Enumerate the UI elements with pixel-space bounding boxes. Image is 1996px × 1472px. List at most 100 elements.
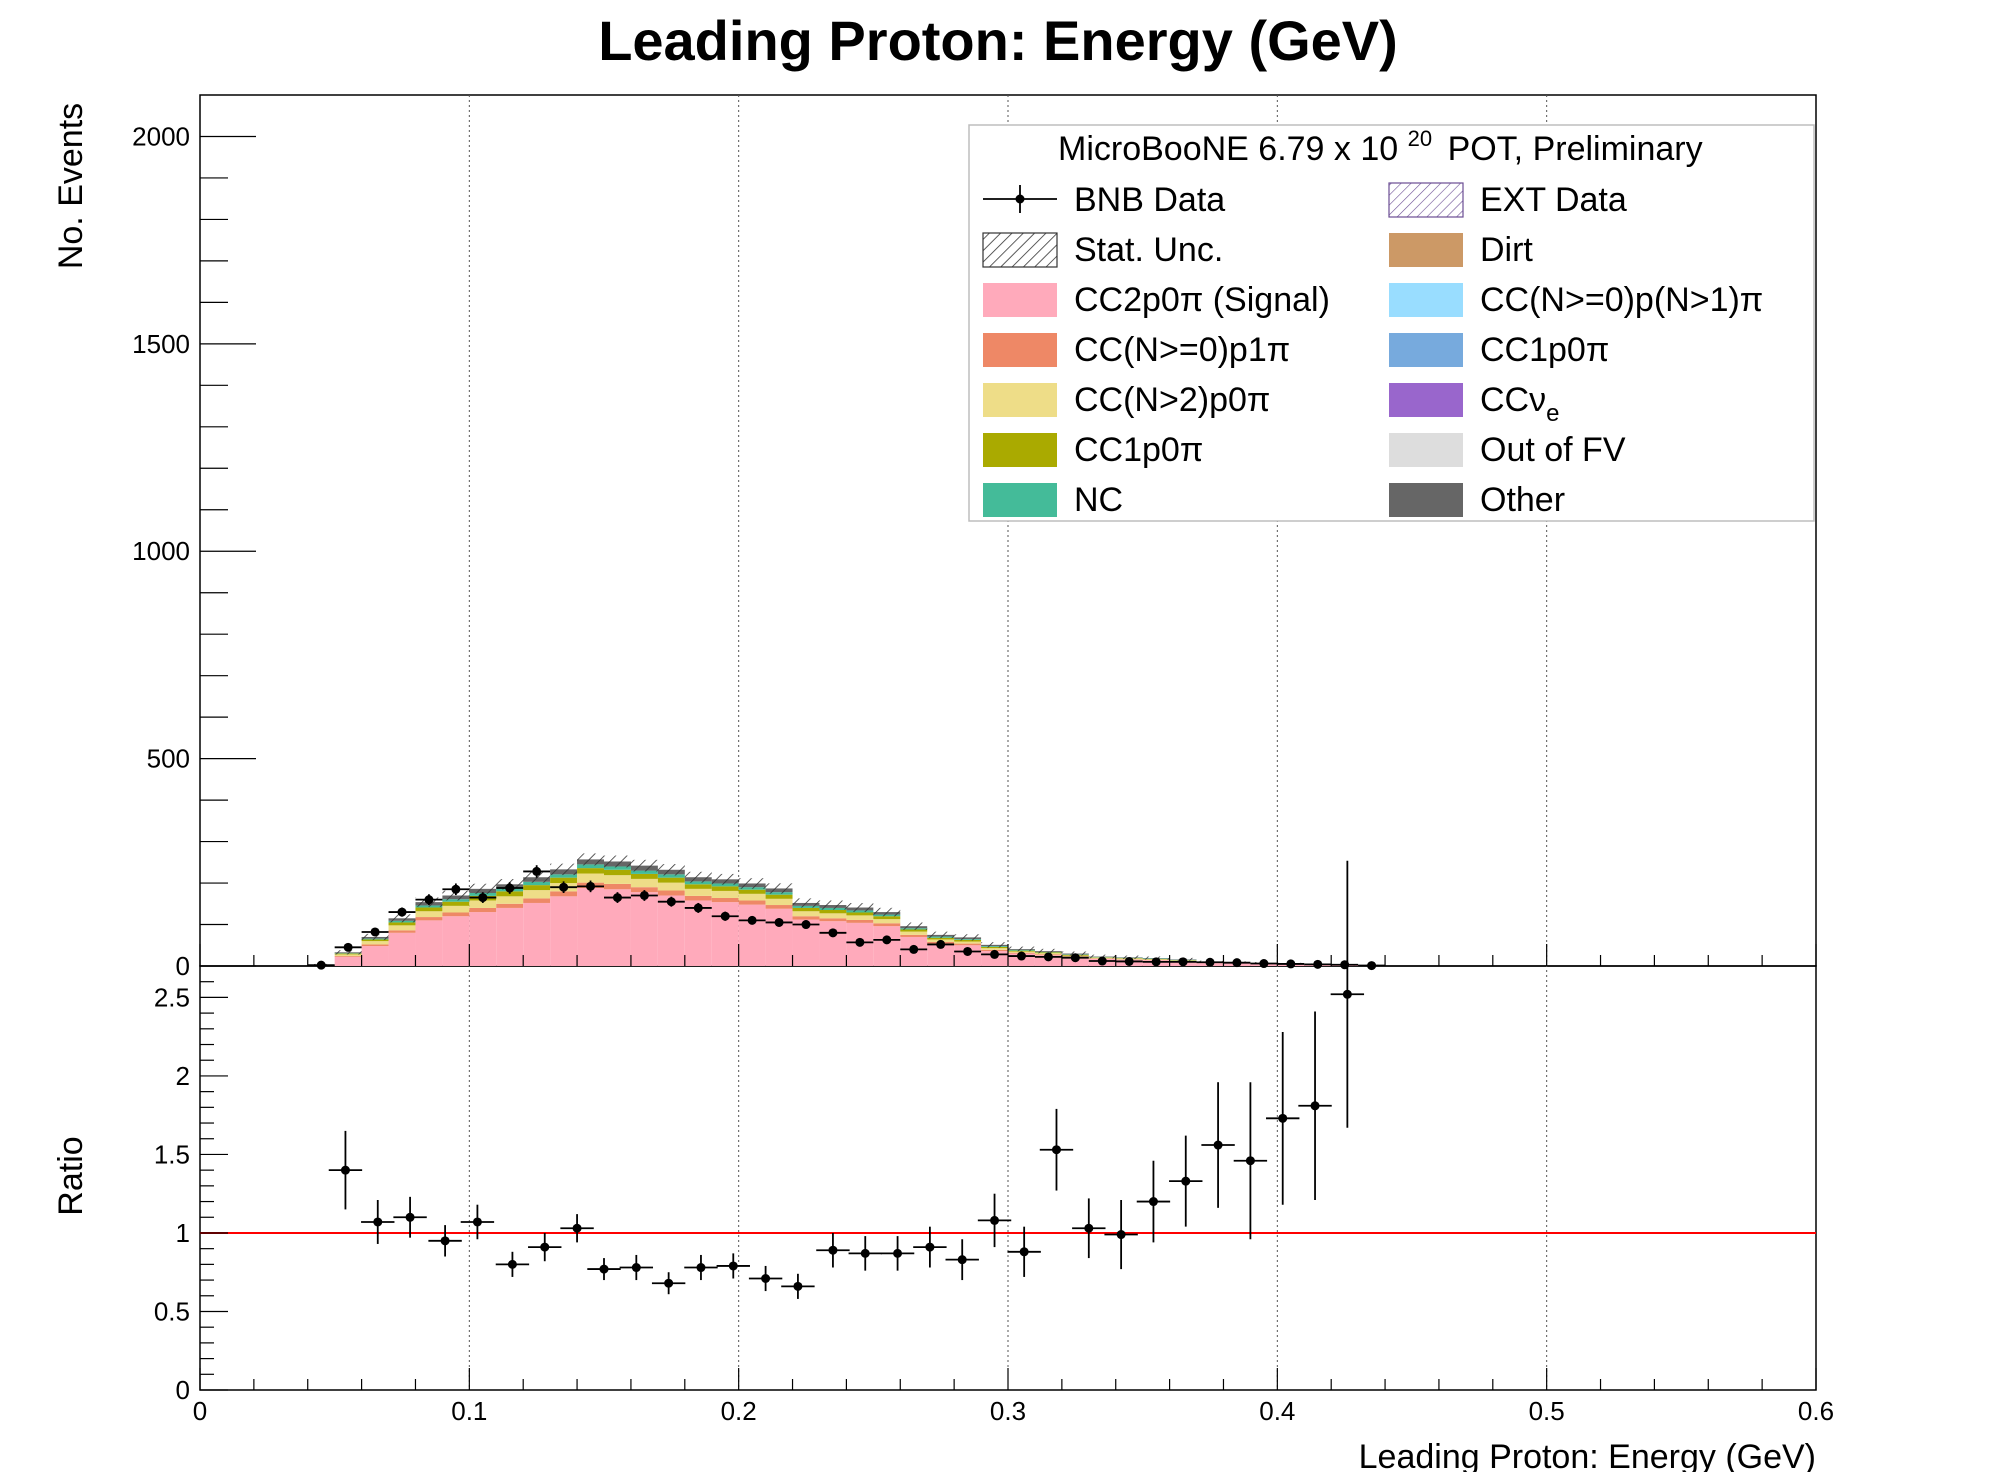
stack-bar bbox=[873, 916, 901, 920]
legend-swatch bbox=[1389, 483, 1463, 517]
legend-label: Dirt bbox=[1480, 231, 1533, 269]
data-point bbox=[343, 942, 353, 952]
data-point bbox=[612, 893, 622, 903]
legend-marker-point bbox=[1015, 194, 1025, 204]
stack-bar bbox=[577, 864, 604, 869]
legend: MicroBooNE 6.79 x 10 20 POT, Preliminary… bbox=[968, 124, 1815, 522]
legend-swatch bbox=[1389, 383, 1463, 417]
legend-label-text: CC2p0π (Signal) bbox=[1074, 281, 1330, 319]
legend-label: CC1p0π bbox=[1074, 431, 1203, 469]
ratio-point bbox=[507, 1259, 517, 1269]
data-point bbox=[693, 903, 703, 913]
data-point bbox=[1205, 957, 1215, 967]
axes-ticks: 0 0.1 0.2 0.3 0.4 0.5 0.6 0 500 1000 1500 2000 0 0.5 1… bbox=[132, 121, 1834, 1426]
stat-unc-bar bbox=[388, 914, 416, 923]
stack-bar bbox=[550, 874, 578, 878]
stat-unc-bar bbox=[765, 883, 793, 894]
stat-unc-bar bbox=[630, 859, 658, 872]
data-point bbox=[451, 884, 461, 894]
stat-unc-bar bbox=[846, 903, 874, 912]
stack-bar bbox=[981, 946, 1008, 949]
data-point bbox=[1178, 957, 1188, 967]
data-point bbox=[963, 946, 973, 956]
legend-entry: BNB Data bbox=[983, 181, 1225, 219]
stack-bar bbox=[523, 902, 551, 966]
legend-swatch bbox=[1389, 283, 1463, 317]
stack-bar bbox=[711, 890, 739, 898]
data-point bbox=[1313, 959, 1323, 969]
stat-unc-bar bbox=[792, 898, 820, 908]
data-point bbox=[586, 881, 596, 891]
stat-unc-bar bbox=[361, 933, 389, 941]
stack-bar bbox=[523, 898, 551, 903]
stat-unc-bar bbox=[981, 942, 1008, 948]
data-point bbox=[909, 944, 919, 954]
legend-label: CC(N>2)p0π bbox=[1074, 381, 1270, 419]
stack-bar bbox=[657, 877, 685, 883]
ratio-points bbox=[200, 860, 1816, 1299]
ratio-point bbox=[728, 1261, 738, 1271]
legend-label-text: CCν bbox=[1480, 381, 1546, 419]
data-point bbox=[1097, 956, 1107, 966]
legend-entry: CC(N>2)p0π bbox=[983, 381, 1270, 419]
ratio-point bbox=[599, 1264, 609, 1274]
legend-label-text: EXT Data bbox=[1480, 181, 1627, 219]
ratio-point bbox=[1310, 1101, 1320, 1111]
data-point bbox=[397, 907, 407, 917]
ratio-point bbox=[860, 1248, 870, 1258]
legend-label-text: Out of FV bbox=[1480, 431, 1626, 469]
ratio-point bbox=[540, 1242, 550, 1252]
stack-bar bbox=[792, 911, 820, 917]
ratio-point bbox=[1213, 1140, 1223, 1150]
stat-unc-bar bbox=[442, 890, 470, 901]
stack-bar bbox=[361, 946, 389, 966]
stack-bar bbox=[442, 905, 470, 913]
stack-bar bbox=[765, 905, 793, 909]
stack-bar bbox=[442, 912, 470, 917]
legend-label-text: NC bbox=[1074, 481, 1123, 519]
stack-bar bbox=[846, 915, 874, 920]
y-tick-label-ratio: 0.5 bbox=[154, 1296, 190, 1326]
stack-bar bbox=[550, 891, 578, 897]
legend-swatch bbox=[1389, 233, 1463, 267]
data-point bbox=[828, 928, 838, 938]
legend-label: CC1p0π bbox=[1480, 331, 1609, 369]
stack-bar bbox=[496, 896, 524, 904]
stack-bar bbox=[819, 910, 847, 914]
stack-bar bbox=[630, 870, 658, 874]
stack-bar bbox=[361, 941, 389, 945]
ratio-point bbox=[761, 1274, 771, 1284]
stack-bar bbox=[388, 925, 416, 931]
stack-bar bbox=[550, 896, 578, 966]
data-point bbox=[505, 883, 515, 893]
stat-unc-bar bbox=[819, 900, 847, 910]
stack-bar bbox=[738, 889, 766, 894]
ratio-point bbox=[1051, 1145, 1061, 1155]
stack-bar bbox=[388, 930, 416, 933]
stack-bar bbox=[846, 912, 874, 916]
x-tick-label: 0.1 bbox=[451, 1396, 487, 1426]
stack-bar bbox=[657, 890, 685, 896]
legend-label-text: CC(N>2)p0π bbox=[1074, 381, 1270, 419]
stat-unc-bar bbox=[900, 922, 928, 930]
legend-label-text: CC1p0π bbox=[1480, 331, 1609, 369]
stack-bar bbox=[496, 907, 524, 966]
stack-bar bbox=[388, 932, 416, 966]
data-point bbox=[1124, 956, 1134, 966]
legend-label: CC2p0π (Signal) bbox=[1074, 281, 1330, 319]
stat-unc-bar bbox=[873, 907, 901, 917]
legend-entries: BNB Data EXT Data Stat. Unc. Dirt CC2p0π (Si… bbox=[982, 181, 1763, 519]
stack-bar bbox=[442, 916, 470, 966]
ratio-point bbox=[572, 1223, 582, 1233]
legend-swatch bbox=[1388, 182, 1464, 218]
y-axis-label-top: No. Events bbox=[52, 103, 90, 269]
legend-entry: Dirt bbox=[1389, 231, 1533, 269]
y-tick-label-ratio: 2.5 bbox=[154, 982, 190, 1012]
stack-bar bbox=[657, 874, 685, 878]
stack-bar bbox=[765, 898, 793, 906]
x-tick-label: 0.4 bbox=[1259, 1396, 1295, 1426]
stack-bar bbox=[711, 886, 739, 891]
legend-label: Other bbox=[1480, 481, 1565, 519]
stack-bar bbox=[900, 934, 928, 937]
